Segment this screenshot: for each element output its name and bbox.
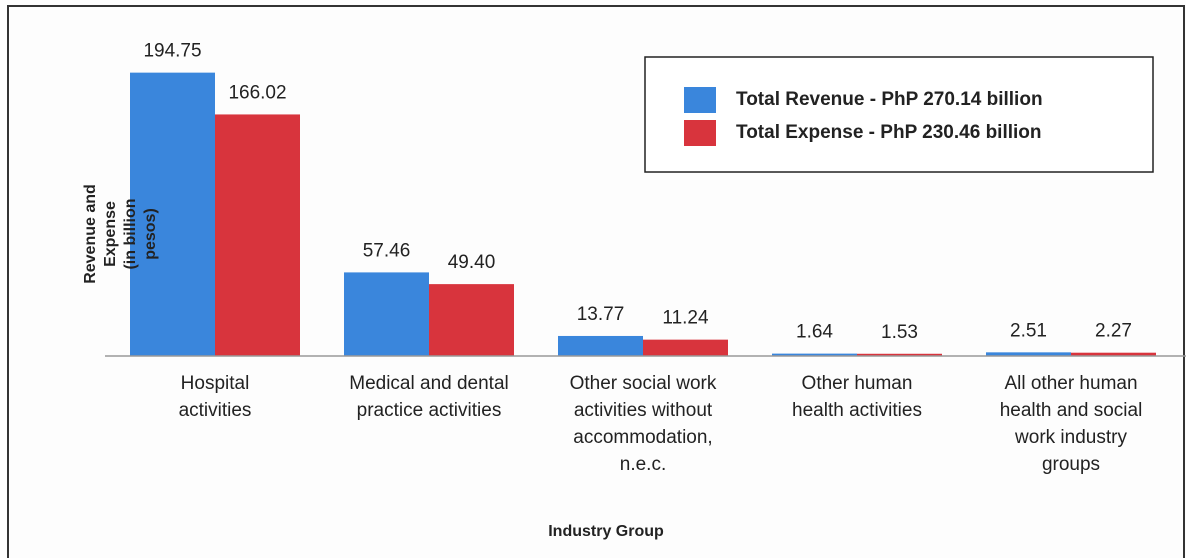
x-tick-label: All other human health and social work i…	[999, 373, 1143, 475]
legend-swatch	[684, 87, 716, 113]
bar	[643, 339, 728, 356]
bar	[215, 114, 300, 356]
bar	[772, 353, 857, 356]
data-label: 194.75	[143, 41, 201, 62]
data-label: 2.27	[1095, 321, 1132, 342]
data-label: 1.53	[881, 322, 918, 343]
legend-label: Total Revenue - PhP 270.14 billion	[736, 89, 1043, 110]
data-label: 11.24	[662, 308, 709, 329]
data-label: 13.77	[577, 304, 625, 325]
x-axis-title: Industry Group	[548, 523, 664, 540]
data-label: 166.02	[228, 82, 286, 103]
x-tick-label: Medical and dental practice activities	[349, 373, 509, 421]
bar	[130, 72, 215, 357]
data-label: 49.40	[448, 252, 496, 273]
legend-label: Total Expense - PhP 230.46 billion	[736, 122, 1042, 143]
frame	[7, 5, 1185, 558]
x-tick-label: Hospital activities	[178, 373, 252, 421]
legend-box	[644, 56, 1154, 173]
bar	[986, 352, 1071, 356]
bar	[1071, 352, 1156, 356]
data-label: 57.46	[363, 240, 411, 261]
data-label: 2.51	[1010, 320, 1047, 341]
data-label: 1.64	[796, 322, 833, 343]
bar	[558, 335, 643, 356]
legend-swatch	[684, 120, 716, 146]
y-axis-title: Revenue and Expense (in billion pesos)	[82, 184, 159, 284]
bar	[857, 353, 942, 356]
bar	[429, 284, 514, 356]
x-tick-label: Other human health activities	[792, 373, 922, 421]
bar	[344, 272, 429, 356]
x-tick-label: Other social work activities without acc…	[569, 373, 717, 475]
